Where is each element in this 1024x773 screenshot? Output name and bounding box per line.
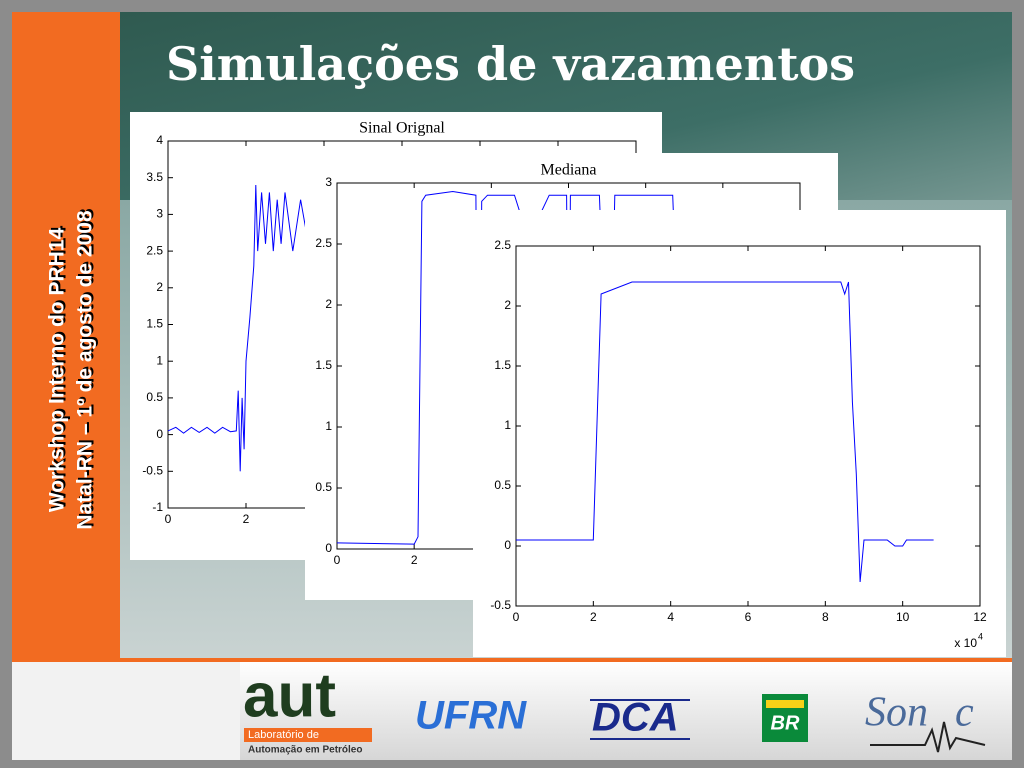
y-tick-label: 2 [325, 297, 332, 311]
x-tick-label: 0 [165, 512, 172, 526]
x-tick-label: 0 [334, 553, 341, 567]
x-multiplier: x 10 [954, 636, 977, 650]
y-tick-label: 1.5 [494, 358, 511, 372]
y-tick-label: 0.5 [494, 478, 511, 492]
br-stripe [766, 700, 804, 708]
aut-logo: aut [243, 661, 336, 730]
logos: aut Laboratório de Automação em Petróleo… [243, 661, 986, 756]
chart-panel: -0.500.511.522.50 2 4 6 8 10 12x 10 4 [473, 210, 1006, 657]
side-band [12, 12, 120, 658]
y-tick-label: -1 [152, 500, 163, 514]
sonic-wave [870, 721, 986, 753]
x-tick-label: 2 [411, 553, 418, 567]
y-tick-label: 2.5 [146, 243, 163, 257]
footer [240, 662, 1012, 760]
side-shadow: Natal-RN – 1º de agosto de 2008 [76, 208, 99, 528]
y-tick-label: 3 [325, 175, 332, 189]
x-tick-label: 2 [243, 512, 250, 526]
side-shadow: Workshop Interno do PRH14 [48, 226, 71, 511]
y-tick-label: 0 [504, 538, 511, 552]
slide-title: Simulações de vazamentos [166, 37, 855, 91]
x-tick-label: 10 [896, 610, 910, 624]
x-tick-label: 4 [667, 610, 674, 624]
x-tick-label: 8 [822, 610, 829, 624]
y-tick-label: 2 [504, 298, 511, 312]
side-line: Workshop Interno do PRH14 [46, 228, 69, 513]
sonic-logo: Son [865, 690, 928, 736]
separator [12, 658, 1012, 662]
panel-bg [473, 210, 1006, 657]
y-tick-label: 0.5 [315, 480, 332, 494]
x-tick-label: 0 [513, 610, 520, 624]
charts: Sinal Orignal-1-0.500.511.522.533.540246… [130, 112, 1006, 657]
aut-text: Automação em Petróleo [248, 745, 362, 756]
y-tick-label: -0.5 [490, 598, 511, 612]
y-tick-label: 1.5 [146, 317, 163, 331]
aut-text: Laboratório de [248, 729, 319, 741]
y-tick-label: 2.5 [494, 238, 511, 252]
sonic-logo: c [955, 690, 974, 736]
y-tick-label: 1.5 [315, 358, 332, 372]
ufrn-logo: UFRN [415, 694, 527, 738]
y-tick-label: 2.5 [315, 236, 332, 250]
x-tick-label: 12 [973, 610, 987, 624]
data-line [516, 281, 934, 583]
x-exponent: 4 [978, 631, 983, 641]
y-tick-label: 1 [156, 353, 163, 367]
side-text: Workshop Interno do PRH14 Workshop Inter… [46, 208, 99, 530]
dca-logo: DCA [592, 696, 679, 740]
plot-frame [515, 245, 981, 607]
x-tick-label: 6 [745, 610, 752, 624]
chart-title: Sinal Orignal [359, 120, 445, 137]
chart-title: Mediana [541, 162, 597, 179]
y-tick-label: 0.5 [146, 390, 163, 404]
aut-bar [244, 728, 372, 742]
dca-line [590, 738, 690, 740]
br-logo: BR [771, 712, 800, 734]
y-tick-label: 3 [156, 207, 163, 221]
x-tick-label: 2 [590, 610, 597, 624]
y-tick-label: 0 [325, 541, 332, 555]
y-tick-label: 0 [156, 427, 163, 441]
dca-line [590, 699, 690, 701]
side-line: Natal-RN – 1º de agosto de 2008 [74, 210, 97, 530]
y-tick-label: -0.5 [142, 463, 163, 477]
y-tick-label: 1 [325, 419, 332, 433]
y-tick-label: 1 [504, 418, 511, 432]
y-tick-label: 2 [156, 280, 163, 294]
y-tick-label: 4 [156, 133, 163, 147]
y-tick-label: 3.5 [146, 170, 163, 184]
